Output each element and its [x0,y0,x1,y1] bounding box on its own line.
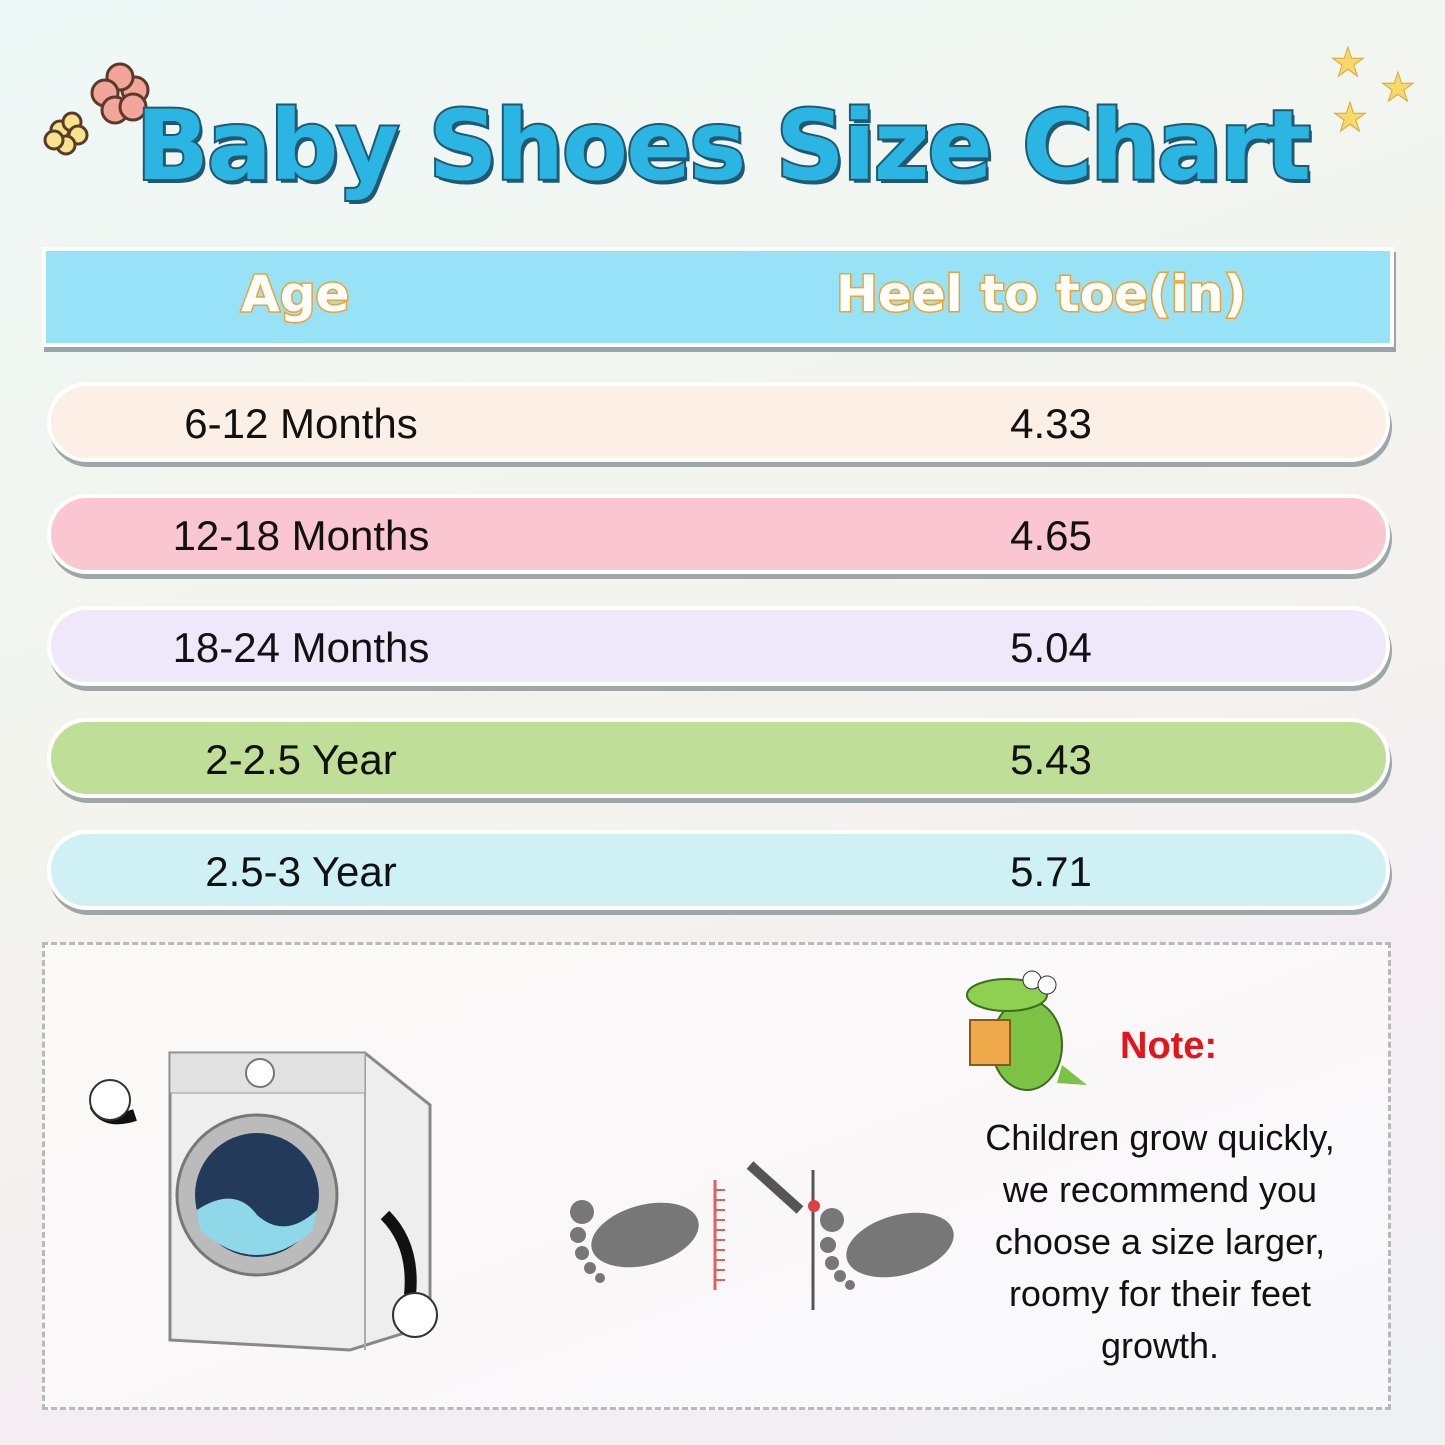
age-cell: 2-2.5 Year [205,736,397,783]
length-cell: 5.04 [1010,624,1092,671]
table-header: Age Heel to toe(in) [42,247,1394,347]
length-cell: 5.71 [1010,848,1092,895]
header-length: Heel to toe(in) [834,264,1247,325]
table-row: 6-12 Months 4.33 [47,382,1390,462]
page-title: Baby Shoes Size Chart [134,88,1313,204]
length-cell: 5.43 [1010,736,1092,783]
washing-machine-icon [89,1051,438,1352]
note-text: Children grow quickly, we recommend you … [985,1117,1335,1366]
flower-icon [43,62,150,156]
star-icon: ★ [1332,96,1369,141]
table-row: 2-2.5 Year 5.43 [47,718,1390,798]
table-row: 18-24 Months 5.04 [47,606,1390,686]
age-cell: 2.5-3 Year [205,848,397,895]
header-age: Age [239,264,350,325]
age-cell: 12-18 Months [172,512,430,559]
star-icon: ★ [1380,66,1417,111]
foot-measure-icon [570,1161,954,1310]
note-title: Note: [1120,1025,1218,1067]
crocodile-icon [966,970,1087,1091]
age-cell: 6-12 Months [184,400,418,447]
table-row: 2.5-3 Year 5.71 [47,830,1390,910]
star-icon: ★ [1330,41,1367,86]
age-cell: 18-24 Months [172,624,430,671]
length-cell: 4.65 [1010,512,1092,559]
table-row: 12-18 Months 4.65 [47,494,1390,574]
length-cell: 4.33 [1010,400,1092,447]
